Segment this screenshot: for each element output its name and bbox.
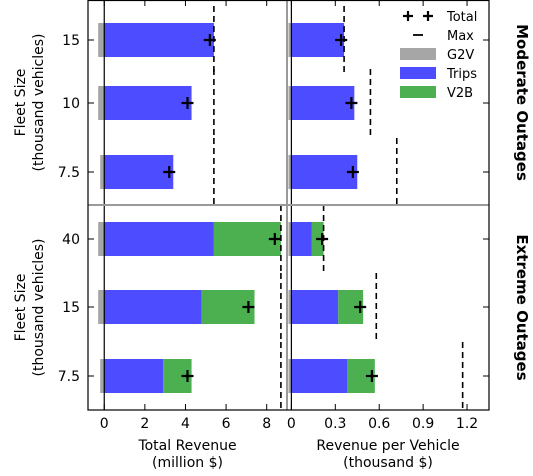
y-axis-label: Fleet Size	[13, 69, 29, 137]
x-tick-label: 0.6	[368, 416, 390, 432]
g2v-bar	[288, 222, 292, 256]
y-tick-label: 7.5	[58, 165, 80, 181]
x-tick-label: 2	[140, 416, 149, 432]
x-axis-label: (million $)	[152, 455, 223, 471]
trips-bar	[291, 222, 312, 256]
y-tick-label: 15	[62, 33, 80, 49]
g2v-bar	[288, 86, 292, 120]
trips-bar	[104, 222, 214, 256]
total-marker	[268, 233, 281, 245]
trips-bar	[104, 359, 164, 393]
total-marker	[163, 166, 176, 178]
total-marker	[335, 34, 348, 46]
x-axis-label: Revenue per Vehicle	[316, 438, 459, 454]
y-axis-label: (thousand vehicles)	[31, 239, 47, 377]
y-axis-label: Fleet Size	[13, 274, 29, 342]
x-tick-label: 8	[262, 416, 271, 432]
g2v-bar	[98, 222, 105, 256]
total-marker	[181, 370, 194, 382]
x-tick-label: 0.9	[412, 416, 434, 432]
legend-swatch-g2v	[400, 48, 436, 60]
trips-bar	[104, 290, 202, 324]
y-tick-label: 10	[62, 96, 80, 112]
x-axis-label: Total Revenue	[137, 438, 236, 454]
trips-bar	[291, 359, 348, 393]
x-tick-label: 0	[100, 416, 109, 432]
row-facet-label: Extreme Outages	[513, 234, 531, 380]
trips-bar	[104, 155, 174, 189]
legend-swatch-trips	[400, 67, 436, 79]
row-facet-label: Moderate Outages	[513, 24, 531, 181]
total-marker	[203, 34, 216, 46]
g2v-bar	[288, 23, 292, 57]
y-tick-label: 7.5	[58, 369, 80, 385]
total-marker	[345, 97, 358, 109]
legend-label: G2V	[447, 48, 474, 63]
legend-label: Max	[447, 29, 474, 44]
g2v-bar	[288, 359, 292, 393]
legend-label: V2B	[447, 86, 473, 101]
g2v-bar	[98, 290, 105, 324]
legend-swatch-v2b	[400, 86, 436, 98]
x-tick-label: 6	[222, 416, 231, 432]
total-marker	[354, 301, 367, 313]
y-tick-label: 15	[62, 300, 80, 316]
trips-bar	[291, 155, 358, 189]
legend-label: Trips	[446, 67, 477, 82]
total-marker	[181, 97, 194, 109]
g2v-bar	[100, 155, 105, 189]
y-axis-label: (thousand vehicles)	[31, 34, 47, 172]
g2v-bar	[288, 290, 292, 324]
x-tick-label: 4	[181, 416, 190, 432]
x-tick-label: 0	[287, 416, 296, 432]
trips-bar	[291, 86, 355, 120]
g2v-bar	[100, 359, 105, 393]
trips-bar	[104, 86, 192, 120]
plot-frame	[87, 0, 490, 411]
x-axis-label: (thousand $)	[343, 455, 433, 471]
x-tick-label: 1.2	[456, 416, 478, 432]
x-tick-label: 0.3	[324, 416, 346, 432]
y-tick-label: 40	[62, 232, 80, 248]
total-marker	[346, 166, 359, 178]
trips-bar	[291, 290, 339, 324]
total-marker	[242, 301, 255, 313]
legend-total-marker	[403, 11, 413, 21]
total-marker	[365, 370, 378, 382]
g2v-bar	[98, 86, 105, 120]
legend-label: Total	[446, 10, 477, 25]
trips-bar	[104, 23, 214, 57]
g2v-bar	[98, 23, 105, 57]
total-marker	[316, 233, 329, 245]
legend-total-marker	[423, 11, 433, 21]
g2v-bar	[288, 155, 292, 189]
